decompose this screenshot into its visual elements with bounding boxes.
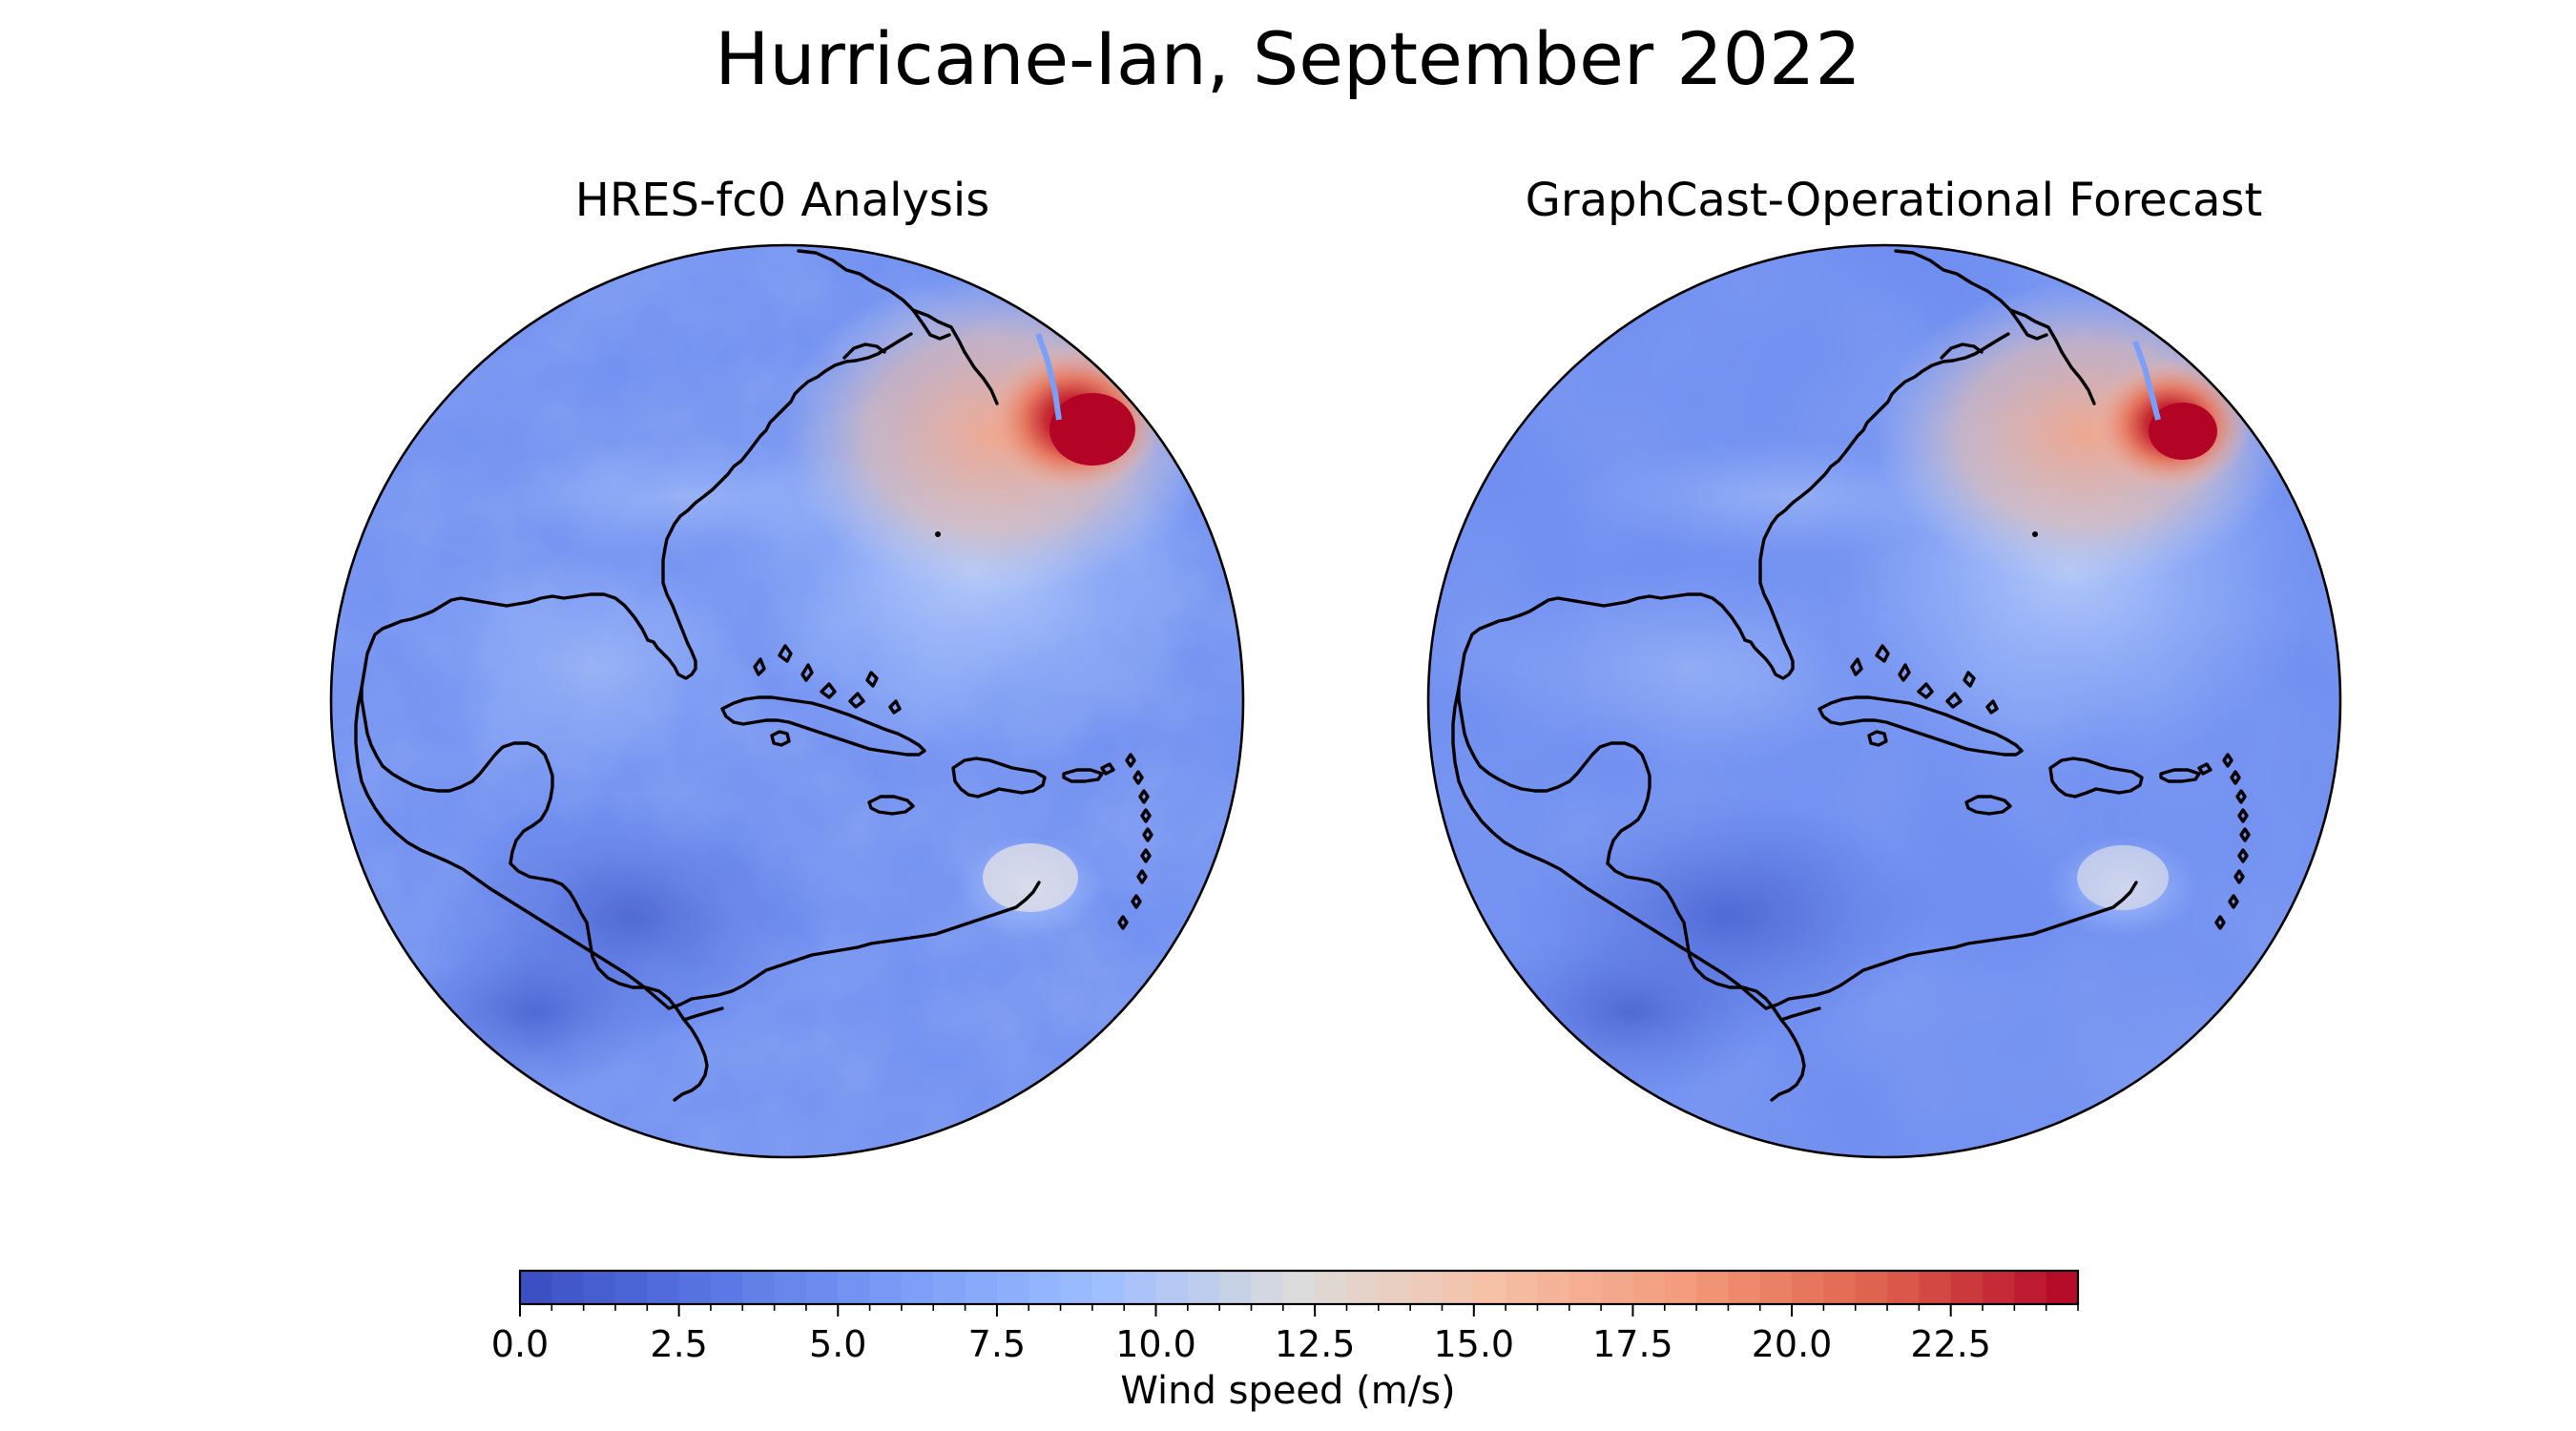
colorbar-segment	[1919, 1271, 1952, 1304]
colorbar-tick-label: 22.5	[1910, 1323, 1991, 1365]
colorbar-segment	[869, 1271, 903, 1304]
colorbar-segment	[2046, 1271, 2079, 1304]
colorbar-segment	[1219, 1271, 1253, 1304]
figure-title: Hurricane-Ian, September 2022	[715, 16, 1861, 101]
colorbar-segment	[520, 1271, 552, 1304]
colorbar-segment	[1696, 1271, 1730, 1304]
colorbar-segment	[1251, 1271, 1284, 1304]
colorbar: 0.0 2.5 5.0 7.5 10.0 12.5 15.0 17.5 20.0 22.5	[491, 1269, 2080, 1365]
colorbar-segment	[965, 1271, 998, 1304]
colorbar-segment	[583, 1271, 616, 1304]
colorbar-segment	[1124, 1271, 1157, 1304]
colorbar-segment	[1028, 1271, 1062, 1304]
colorbar-segment	[1060, 1271, 1093, 1304]
colorbar-segment	[1792, 1271, 1824, 1304]
colorbar-segment	[1537, 1271, 1570, 1304]
colorbar-ticks: 0.0 2.5 5.0 7.5 10.0 12.5 15.0 17.5 20.0 22.5	[491, 1304, 2079, 1365]
colorbar-segment	[1664, 1271, 1697, 1304]
colorbar-segment	[838, 1271, 871, 1304]
colorbar-segment	[1601, 1271, 1634, 1304]
colorbar-label: Wind speed (m/s)	[1120, 1369, 1456, 1413]
colorbar-segment	[742, 1271, 776, 1304]
colorbar-segment	[678, 1271, 712, 1304]
colorbar-segment	[1983, 1271, 2015, 1304]
colorbar-tick-label: 7.5	[968, 1323, 1026, 1365]
colorbar-segment	[1155, 1271, 1189, 1304]
colorbar-segment	[1282, 1271, 1316, 1304]
colorbar-segment	[1473, 1271, 1506, 1304]
colorbar-segment	[1091, 1271, 1125, 1304]
colorbar-frame	[518, 1269, 2080, 1306]
colorbar-segment	[933, 1271, 966, 1304]
panel-title-graphcast: GraphCast-Operational Forecast	[1525, 174, 2263, 227]
colorbar-segment	[1855, 1271, 1888, 1304]
colorbar-segment	[1759, 1271, 1793, 1304]
colorbar-tick-label: 15.0	[1433, 1323, 1514, 1365]
colorbar-segment	[1442, 1271, 1475, 1304]
colorbar-segment	[2014, 1271, 2047, 1304]
globe-hres	[329, 243, 1245, 1159]
globe-graphcast	[1426, 243, 2342, 1159]
colorbar-segment	[710, 1271, 743, 1304]
colorbar-segment	[805, 1271, 839, 1304]
colorbar-segment	[1950, 1271, 1984, 1304]
colorbar-segment	[774, 1271, 807, 1304]
colorbar-segment	[551, 1271, 585, 1304]
panel-title-hres: HRES-fc0 Analysis	[574, 174, 990, 227]
colorbar-tick-label: 0.0	[491, 1323, 549, 1365]
colorbar-tick-label: 5.0	[809, 1323, 866, 1365]
colorbar-segment	[1823, 1271, 1857, 1304]
colorbar-segment	[614, 1271, 648, 1304]
colorbar-tick-label: 10.0	[1115, 1323, 1196, 1365]
colorbar-gradient	[520, 1271, 2079, 1304]
colorbar-tick-label: 17.5	[1592, 1323, 1673, 1365]
colorbar-segment	[647, 1271, 680, 1304]
colorbar-segment	[1410, 1271, 1444, 1304]
colorbar-segment	[1315, 1271, 1348, 1304]
colorbar-segment	[1887, 1271, 1920, 1304]
colorbar-segment	[1728, 1271, 1761, 1304]
colorbar-tick-label: 12.5	[1275, 1323, 1356, 1365]
colorbar-segment	[1568, 1271, 1602, 1304]
colorbar-segment	[1632, 1271, 1666, 1304]
colorbar-tick-label: 2.5	[650, 1323, 707, 1365]
colorbar-segment	[1187, 1271, 1220, 1304]
colorbar-tick-label: 20.0	[1752, 1323, 1833, 1365]
colorbar-segment	[996, 1271, 1029, 1304]
colorbar-segment	[1346, 1271, 1380, 1304]
colorbar-segment	[901, 1271, 934, 1304]
colorbar-segment	[1378, 1271, 1411, 1304]
colorbar-segment	[1506, 1271, 1539, 1304]
